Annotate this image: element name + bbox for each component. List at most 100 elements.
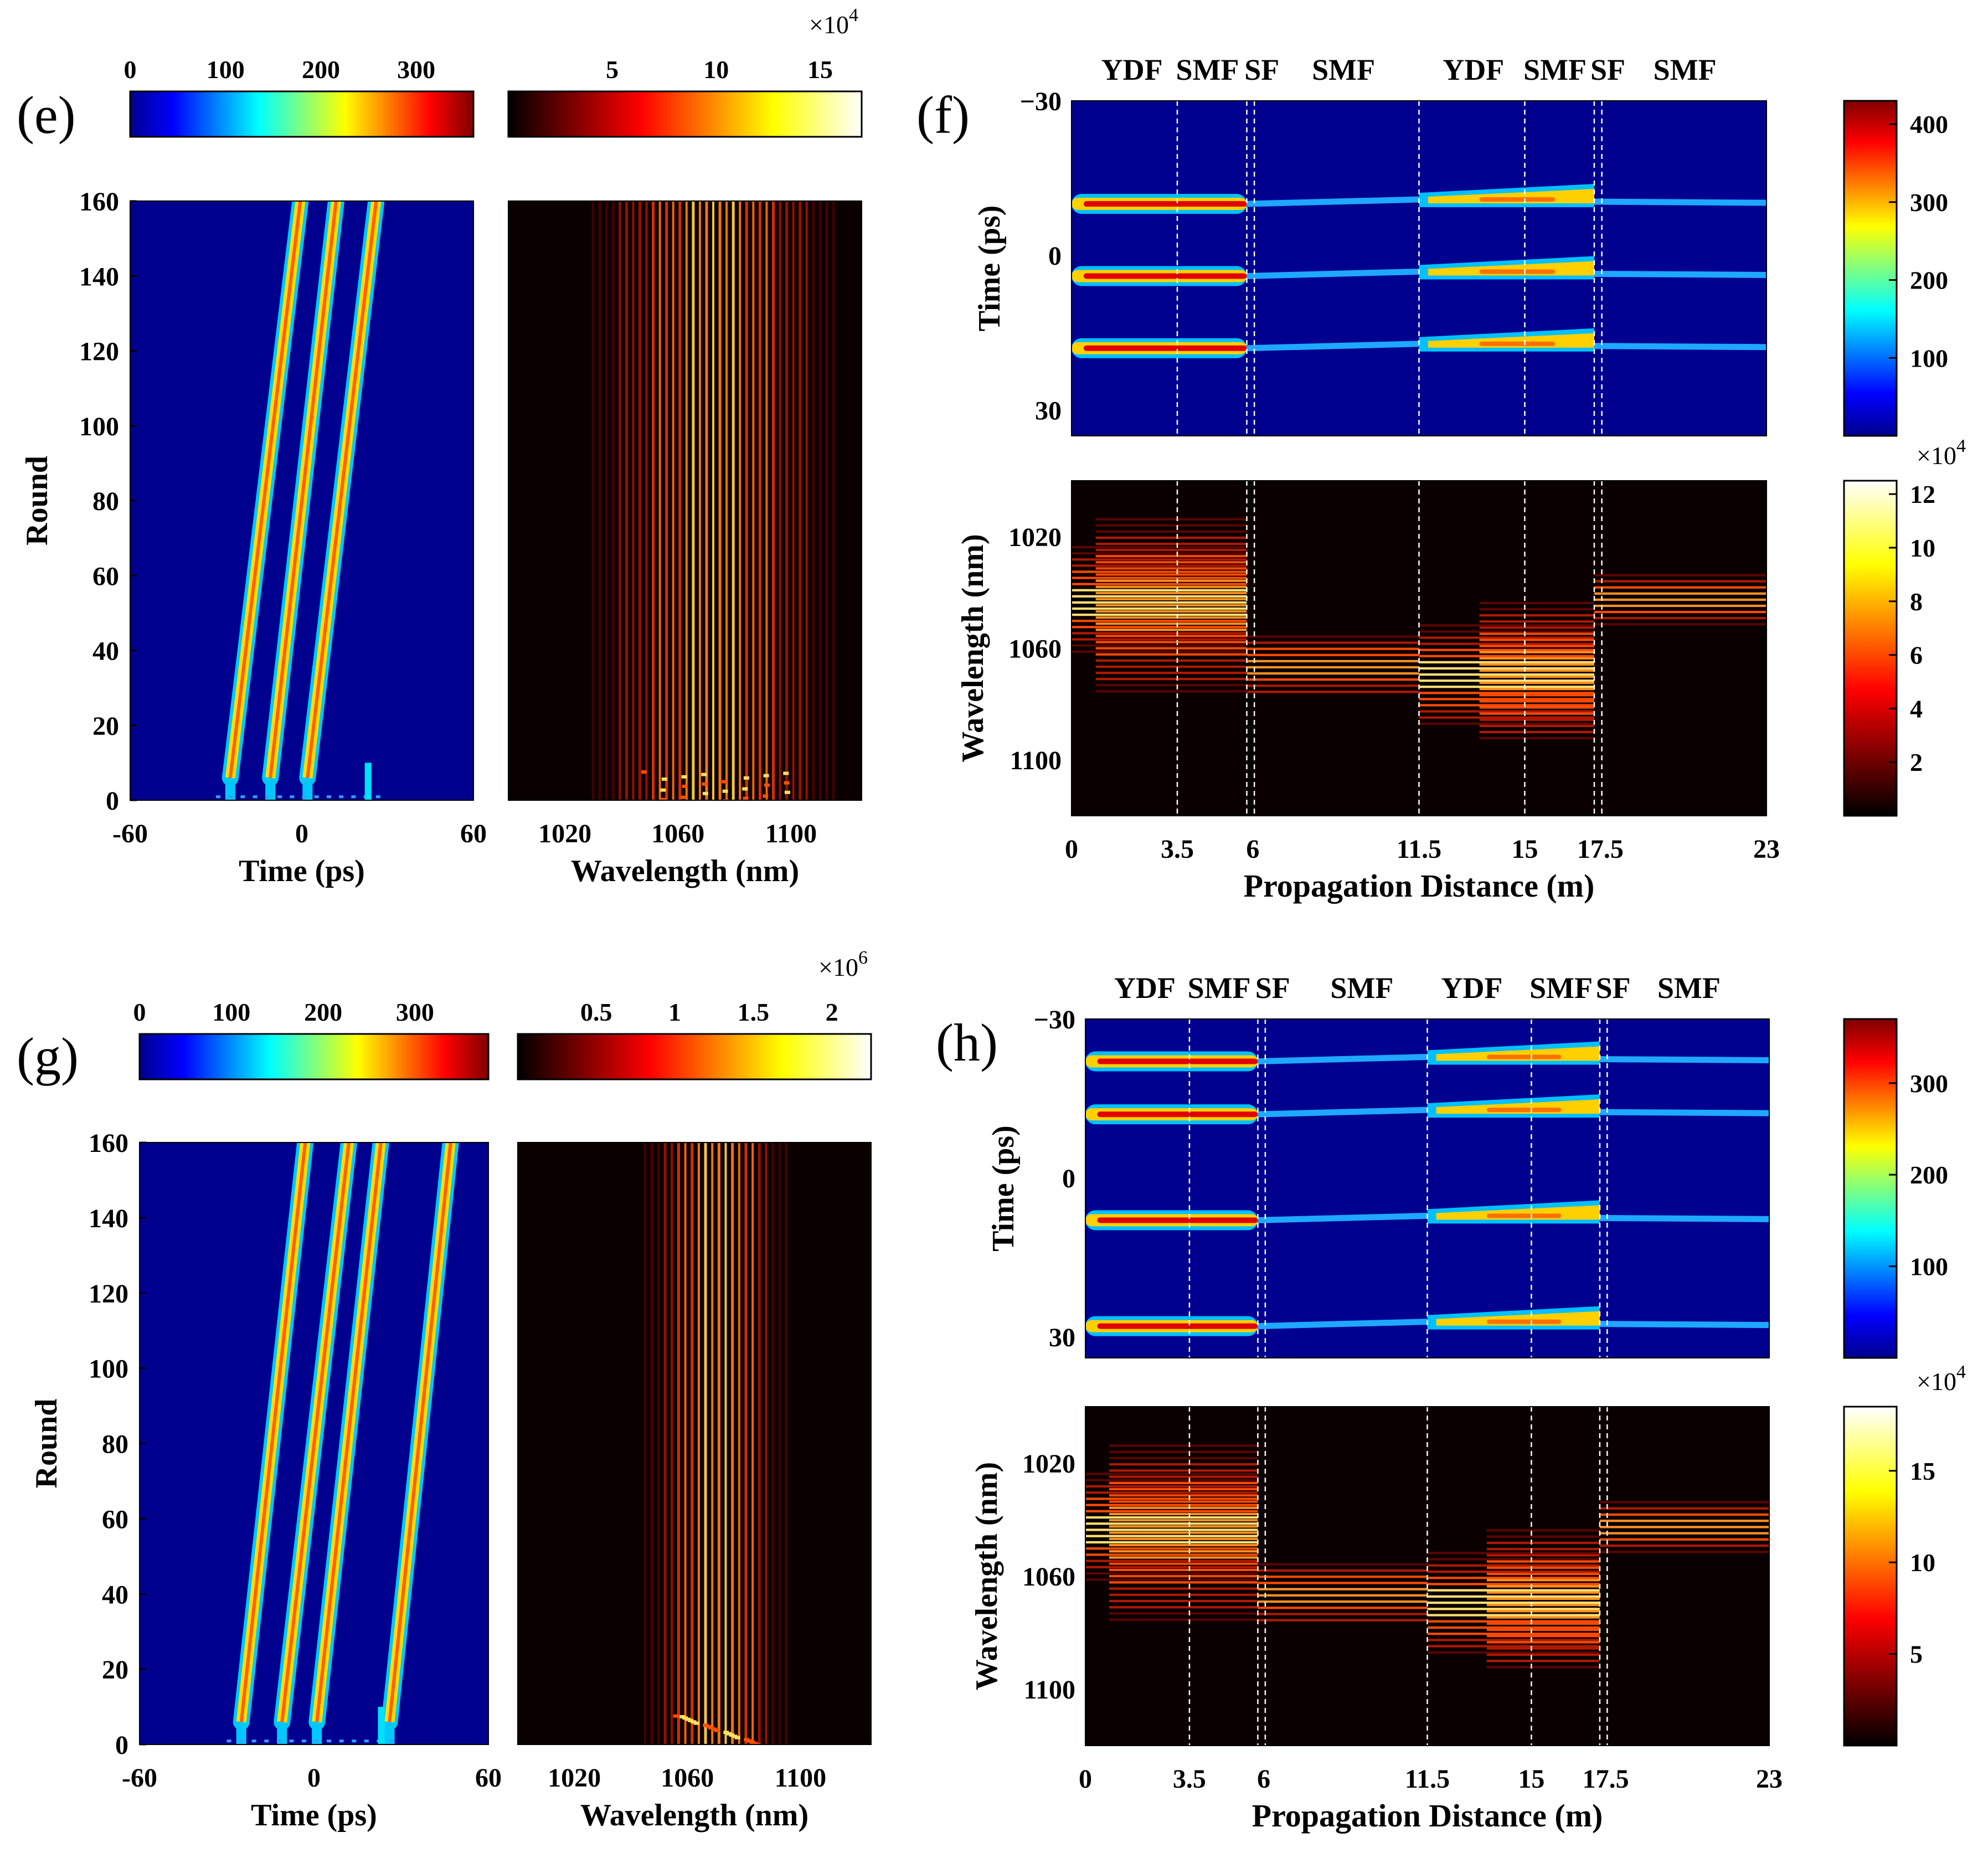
spectral-line <box>705 201 708 800</box>
spectral-line <box>1258 1569 1428 1572</box>
colorbar-tick-label: 12 <box>1910 480 1935 508</box>
spectral-line <box>1247 684 1419 687</box>
spectral-line <box>799 201 802 800</box>
colorbar-f-spectrum: 2 4 6 8 10 12 ×104 <box>1843 436 1966 817</box>
colorbar-f-time: 100 200 300 400 <box>1843 100 1948 437</box>
spectral-line <box>1095 573 1247 576</box>
y-tick-label: 60 <box>92 562 119 591</box>
spectral-line <box>592 201 595 800</box>
pulse-onset <box>236 1726 246 1744</box>
noise-speckle <box>661 777 667 781</box>
spectral-line <box>1486 1660 1600 1663</box>
y-axis-label: Round <box>20 456 54 545</box>
plot-background <box>508 201 862 800</box>
spectral-line <box>1419 692 1594 694</box>
x-tick-label: 3.5 <box>1173 1764 1206 1794</box>
spectral-line <box>745 201 748 800</box>
noise-speckle <box>734 1736 740 1739</box>
spectral-line <box>1247 666 1419 668</box>
x-axis-label: Time (ps) <box>251 1798 377 1833</box>
spectral-line <box>1599 1513 1769 1516</box>
spectral-line <box>1109 1500 1258 1503</box>
noise-speckle <box>682 784 688 788</box>
colorbar-tick-label: 400 <box>1910 110 1948 138</box>
spectral-line <box>1095 677 1247 681</box>
spectral-line <box>677 1142 680 1744</box>
spectral-line <box>832 201 835 800</box>
y-tick-label: 1100 <box>1024 1675 1075 1705</box>
spectral-line <box>1594 623 1766 626</box>
noise-seed <box>289 1739 294 1743</box>
x-tick-label: 1060 <box>651 819 704 848</box>
y-tick-label: 100 <box>89 1355 128 1384</box>
colorbar-tick-label: 200 <box>302 55 340 84</box>
noise-seed <box>326 795 331 799</box>
spectral-line <box>1072 626 1247 629</box>
y-tick-label: 140 <box>89 1204 128 1233</box>
noise-seed <box>314 795 319 799</box>
spectral-line <box>1109 1444 1258 1447</box>
segment-label: SF <box>1244 53 1279 86</box>
plot-frame <box>1085 1018 1770 1358</box>
spectral-line <box>1427 1589 1600 1592</box>
y-tick-label: 120 <box>79 337 119 367</box>
spectral-line <box>1486 1535 1600 1538</box>
colorbar-tick-label: 4 <box>1910 694 1923 723</box>
spectral-line <box>1427 1620 1600 1623</box>
noise-seed <box>228 795 233 799</box>
spectral-line <box>1095 610 1247 613</box>
spectral-line <box>1109 1581 1258 1584</box>
spectral-line <box>1247 653 1419 656</box>
spectral-line <box>778 1142 781 1744</box>
noise-seed <box>339 1739 344 1743</box>
noise-speckle <box>763 774 769 778</box>
spectral-line <box>672 201 674 800</box>
pulse-trace-core <box>239 1142 307 1722</box>
spectral-line <box>751 1142 754 1744</box>
spectral-line <box>1247 691 1419 693</box>
segment-label: YDF <box>1443 53 1504 86</box>
pulse-core <box>1479 197 1556 202</box>
spectral-line <box>711 1142 714 1744</box>
spectral-line <box>1479 639 1594 641</box>
spectral-line <box>1109 1525 1258 1528</box>
spectral-line <box>1085 1510 1258 1512</box>
spectral-line <box>1479 669 1594 672</box>
colorbar-f-spectrum-bar <box>1843 480 1898 817</box>
x-tick-label: 17.5 <box>1577 835 1624 864</box>
noise-speckle <box>755 1743 761 1744</box>
spectral-line <box>1072 650 1247 653</box>
y-tick-label: 1100 <box>1010 746 1062 775</box>
noise-speckle <box>723 1731 729 1735</box>
x-tick-label: 1020 <box>548 1763 601 1793</box>
colorbar-e-spectrum-bar <box>507 90 863 138</box>
spectral-line <box>671 1142 673 1744</box>
spectral-line <box>645 201 648 800</box>
segment-label: SF <box>1590 53 1625 86</box>
colorbar-g-time: 0 100 200 300 <box>133 998 490 1080</box>
x-tick-label: 6 <box>1246 835 1259 864</box>
spectral-line <box>731 1142 734 1744</box>
spectral-line <box>1594 617 1766 620</box>
spectral-line <box>1479 688 1594 691</box>
colorbar-tick-label: 200 <box>304 998 342 1026</box>
noise-seed <box>276 1739 281 1743</box>
y-tick-label: 40 <box>102 1580 128 1609</box>
y-tick-label: 0 <box>1048 241 1062 271</box>
spectral-line <box>724 1142 727 1744</box>
pulse-weak-trace <box>1599 1214 1769 1222</box>
spectral-line <box>1486 1585 1600 1588</box>
spectral-line <box>1486 1591 1600 1594</box>
spectral-line <box>1109 1568 1258 1571</box>
spectral-line <box>1427 1608 1600 1610</box>
segment-label: SMF <box>1529 971 1593 1005</box>
spectral-line <box>1419 686 1594 688</box>
spectral-line <box>697 1142 700 1744</box>
spectral-line <box>1072 589 1247 591</box>
spectral-line <box>725 201 728 800</box>
spectral-line <box>657 1142 660 1744</box>
segment-label: YDF <box>1441 971 1503 1005</box>
spectral-line <box>758 201 761 800</box>
pulse-core <box>1083 201 1247 207</box>
